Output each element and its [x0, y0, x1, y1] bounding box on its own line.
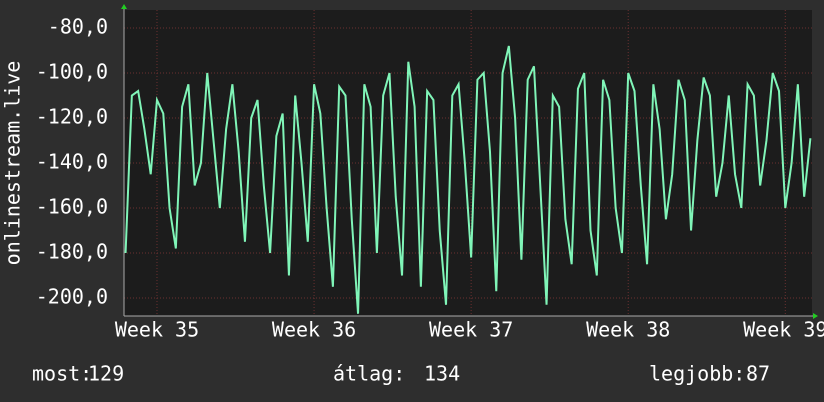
x-tick-label: Week 35	[115, 318, 199, 342]
stat-label: átlag:	[333, 362, 405, 386]
y-tick-label: -80,0	[48, 15, 108, 39]
y-axis-label: onlinestream.live	[1, 61, 25, 266]
y-tick-label: -120,0	[36, 105, 108, 129]
stat-value: 129	[88, 362, 124, 386]
y-tick-label: -180,0	[36, 240, 108, 264]
x-tick-label: Week 38	[586, 318, 670, 342]
stat-value: 134	[424, 362, 460, 386]
x-tick-label: Week 36	[272, 318, 356, 342]
y-tick-label: -200,0	[36, 285, 108, 309]
stat-label: legjobb:	[649, 362, 745, 386]
x-axis-arrow	[813, 313, 818, 319]
stat-value: 87	[746, 362, 770, 386]
y-tick-label: -140,0	[36, 150, 108, 174]
y-tick-label: -160,0	[36, 195, 108, 219]
x-tick-label: Week 39	[743, 318, 824, 342]
y-tick-label: -100,0	[36, 60, 108, 84]
y-axis-arrow	[121, 4, 127, 9]
data-line	[124, 45, 812, 314]
stat-label: most:	[32, 362, 92, 386]
x-tick-label: Week 37	[429, 318, 513, 342]
plot-area	[124, 10, 812, 316]
